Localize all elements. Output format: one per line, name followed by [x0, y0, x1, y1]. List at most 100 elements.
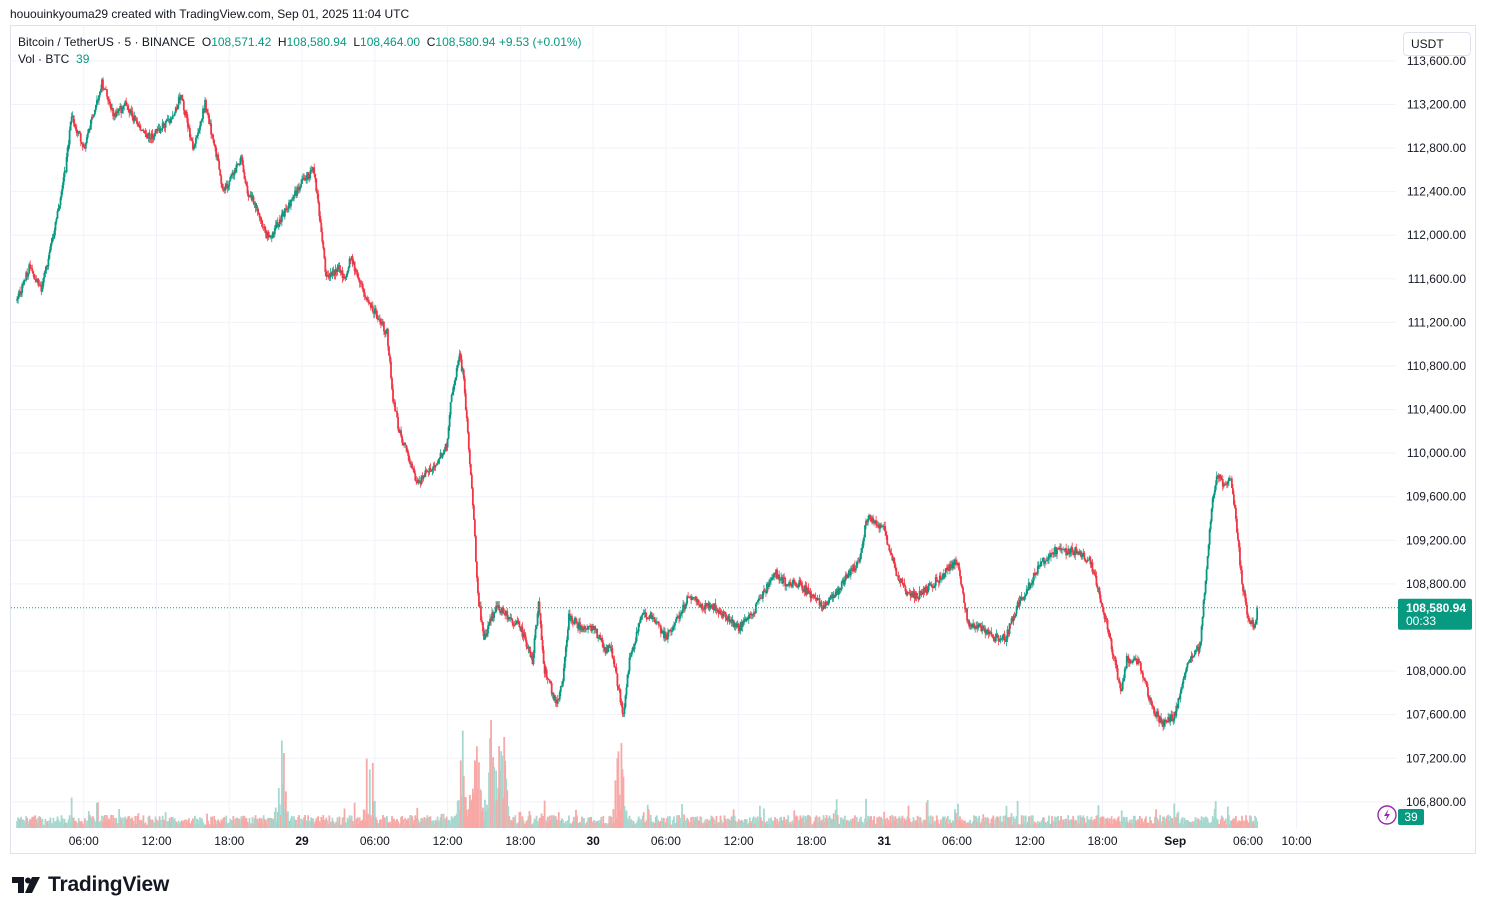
volume-bar — [1068, 820, 1071, 828]
volume-bar — [519, 811, 522, 828]
volume-bar — [358, 817, 361, 828]
candle-body — [227, 185, 230, 189]
candle-body — [690, 596, 693, 601]
volume-bar — [650, 822, 653, 828]
volume-bar — [967, 821, 969, 828]
candle-body — [444, 444, 447, 451]
candle-body — [260, 219, 263, 224]
volume-bar — [766, 821, 768, 828]
candle-body — [457, 359, 460, 366]
candle-body — [1108, 633, 1111, 637]
candle-body — [137, 123, 140, 126]
candle-body — [199, 125, 201, 131]
candle-body — [1105, 618, 1108, 620]
volume-bar — [286, 812, 288, 828]
candle-body — [616, 673, 619, 687]
candle-body — [777, 574, 779, 579]
volume-bar — [819, 821, 822, 828]
volume-bar — [555, 819, 558, 828]
volume-bar — [75, 822, 78, 828]
volume-bar — [185, 820, 188, 828]
candle-body — [904, 586, 907, 592]
volume-label[interactable]: Vol · BTC — [18, 52, 70, 66]
volume-bar — [324, 820, 327, 828]
volume-bar — [228, 822, 231, 828]
volume-bar — [582, 818, 584, 828]
time-tick-label: 06:00 — [360, 834, 390, 848]
volume-bar — [918, 816, 921, 828]
candle-body — [828, 597, 831, 601]
volume-bar — [1103, 824, 1106, 828]
candle-body — [636, 631, 639, 633]
volume-bar — [678, 815, 680, 828]
candle-body — [259, 217, 262, 220]
volume-bar — [1100, 816, 1103, 828]
volume-bar — [1118, 821, 1121, 828]
candle-body — [299, 187, 301, 190]
candle-body — [919, 590, 922, 595]
candle-body — [426, 471, 429, 473]
volume-bar — [629, 819, 632, 828]
volume-bar — [171, 817, 174, 828]
candle-body — [392, 389, 394, 402]
volume-bar — [574, 819, 576, 828]
volume-bar — [237, 820, 240, 828]
candle-body — [739, 621, 742, 631]
candle-body — [889, 550, 892, 553]
volume-bar — [432, 820, 435, 828]
candle-body — [20, 292, 23, 295]
candle-body — [968, 620, 970, 627]
candle-body — [1007, 629, 1010, 635]
candle-body — [653, 617, 656, 623]
candle-body — [1158, 715, 1161, 723]
candle-body — [671, 631, 673, 633]
candle-body — [416, 481, 419, 484]
volume-bar — [630, 819, 633, 828]
candle-body — [354, 270, 357, 272]
candle-body — [696, 599, 699, 602]
currency-selector[interactable]: USDT — [1403, 32, 1471, 56]
candle-body — [843, 580, 846, 585]
volume-bar — [751, 817, 754, 828]
volume-bar — [793, 810, 796, 828]
volume-bar — [444, 818, 447, 828]
candle-body — [1054, 546, 1056, 553]
candle-body — [806, 587, 809, 595]
candle-body — [585, 628, 587, 630]
candle-body — [988, 632, 991, 635]
volume-bar — [126, 818, 129, 828]
candle-body — [1087, 559, 1090, 561]
volume-bar — [483, 820, 485, 828]
candle-body — [695, 597, 698, 602]
candle-body — [112, 108, 114, 117]
volume-bar — [672, 820, 674, 828]
candle-body — [924, 586, 927, 593]
candle-body — [1009, 623, 1012, 625]
candle-body — [939, 575, 942, 580]
candle-body — [1241, 570, 1243, 584]
volume-bar — [35, 819, 38, 828]
symbol-label[interactable]: Bitcoin / TetherUS · 5 · BINANCE — [18, 35, 196, 49]
volume-bar — [835, 799, 838, 828]
candle-body — [350, 256, 353, 260]
candle-body — [429, 468, 432, 472]
volume-bar — [394, 823, 396, 828]
volume-bar — [163, 819, 166, 828]
volume-bar — [318, 821, 321, 828]
volume-bar — [223, 816, 226, 828]
volume-bar — [466, 816, 469, 828]
candle-body — [1255, 619, 1258, 625]
volume-bar — [704, 819, 707, 828]
candle-body — [447, 427, 450, 439]
volume-bar — [1119, 824, 1122, 828]
volume-bar — [589, 816, 592, 828]
volume-bar — [1071, 819, 1074, 828]
candle-body — [952, 561, 954, 569]
lightning-icon[interactable] — [1377, 805, 1397, 825]
volume-bar — [86, 820, 89, 828]
volume-bar — [1238, 820, 1240, 828]
volume-bar — [572, 821, 574, 828]
volume-bar — [941, 816, 944, 828]
